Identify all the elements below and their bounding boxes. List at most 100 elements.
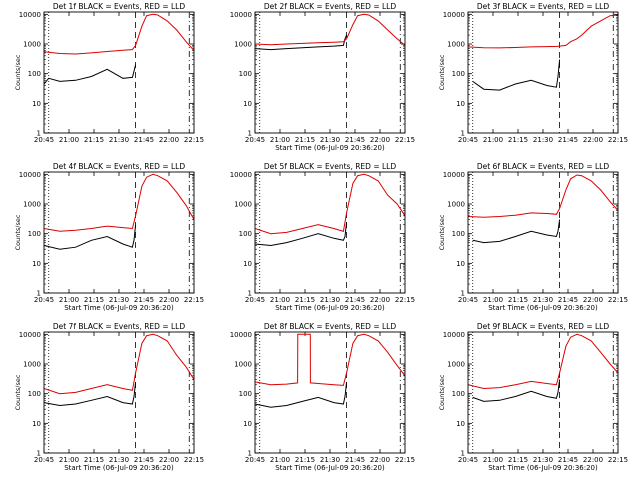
detector-panel: Det 7f BLACK = Events, RED = LLD 1 10 100 10…: [14, 322, 204, 472]
x-tick-label: 22:00: [583, 136, 603, 144]
y-axis-label: Counts/sec: [14, 374, 22, 410]
panel-title: Det 7f BLACK = Events, RED = LLD: [53, 322, 186, 331]
x-tick-label: 20:45: [34, 296, 54, 304]
x-tick-label: 20:45: [458, 296, 478, 304]
series-events-line: [255, 221, 348, 247]
y-tick-label: 10: [32, 420, 41, 428]
y-tick-label: 10000: [19, 171, 41, 179]
x-tick-label: 21:00: [270, 136, 290, 144]
panel-title: Det 3f BLACK = Events, RED = LLD: [477, 2, 610, 11]
panel-data: [468, 172, 618, 293]
y-tick-label: 100: [239, 70, 252, 78]
series-lld-line: [468, 14, 618, 49]
x-tick-label: 21:30: [533, 296, 553, 304]
y-tick-label: 1000: [447, 201, 465, 209]
x-tick-label: 21:30: [533, 456, 553, 464]
y-tick-label: 10: [243, 100, 252, 108]
x-tick-label: 21:45: [345, 136, 365, 144]
y-tick-label: 1: [461, 290, 465, 298]
y-tick-label: 1000: [234, 201, 252, 209]
x-tick-label: 20:45: [458, 456, 478, 464]
x-tick-label: 21:30: [320, 296, 340, 304]
detector-panel: Det 1f BLACK = Events, RED = LLD 1 10 100 10…: [14, 2, 204, 144]
x-tick-label: 21:15: [84, 136, 104, 144]
x-tick-label: 21:45: [558, 456, 578, 464]
plot-frame: [254, 171, 406, 294]
plot-frame: [467, 11, 619, 134]
panel-data: [255, 332, 405, 453]
y-tick-label: 100: [239, 390, 252, 398]
series-events-line: [472, 59, 561, 91]
detector-panel: Det 2f BLACK = Events, RED = LLD 1 10 100 10…: [230, 2, 415, 152]
y-tick-label: 10: [456, 260, 465, 268]
x-tick-label: 21:30: [109, 456, 129, 464]
y-tick-label: 10: [243, 260, 252, 268]
series-events-line: [44, 64, 137, 85]
x-axis-label: Start Time (06-Jul-09 20:36:20): [64, 464, 174, 472]
x-tick-label: 21:15: [295, 136, 315, 144]
x-tick-label: 22:00: [159, 296, 179, 304]
x-tick-label: 22:15: [184, 456, 204, 464]
y-tick-label: 1: [461, 450, 465, 458]
x-tick-label: 22:15: [395, 456, 415, 464]
y-tick-label: 100: [452, 390, 465, 398]
x-tick-label: 21:00: [59, 456, 79, 464]
panel-data: [44, 332, 194, 453]
x-tick-label: 21:15: [508, 456, 528, 464]
x-tick-label: 22:15: [395, 136, 415, 144]
panel-data: [468, 332, 618, 453]
series-lld-line: [255, 333, 405, 386]
y-tick-label: 10000: [443, 331, 465, 339]
y-tick-label: 1000: [447, 41, 465, 49]
x-tick-label: 21:45: [134, 136, 154, 144]
detector-panel: Det 5f BLACK = Events, RED = LLD 1 10 100 10…: [230, 162, 415, 312]
x-tick-label: 21:45: [345, 296, 365, 304]
y-tick-label: 1000: [234, 41, 252, 49]
y-tick-label: 100: [452, 230, 465, 238]
panel-data: [255, 12, 405, 133]
x-axis-label: Start Time (06-Jul-09 20:36:20): [275, 464, 385, 472]
x-tick-label: 20:45: [458, 136, 478, 144]
y-tick-label: 10000: [19, 331, 41, 339]
series-events-line: [472, 379, 561, 402]
x-tick-label: 22:00: [370, 136, 390, 144]
y-tick-label: 1000: [23, 201, 41, 209]
x-tick-label: 22:15: [608, 136, 628, 144]
x-tick-label: 20:45: [245, 296, 265, 304]
x-tick-label: 20:45: [245, 456, 265, 464]
panel-data: [468, 12, 618, 133]
detector-panel: Det 6f BLACK = Events, RED = LLD 1 10 100 10…: [438, 162, 628, 312]
y-tick-label: 1: [37, 130, 41, 138]
y-tick-label: 10000: [443, 171, 465, 179]
panel-title: Det 6f BLACK = Events, RED = LLD: [477, 162, 610, 171]
x-tick-label: 21:15: [508, 296, 528, 304]
x-tick-label: 21:45: [558, 136, 578, 144]
detector-panel: Det 4f BLACK = Events, RED = LLD 1 10 100 10…: [14, 162, 204, 312]
series-events-line: [472, 219, 561, 244]
plot-frame: [467, 331, 619, 454]
y-tick-label: 1000: [23, 41, 41, 49]
x-tick-label: 22:00: [370, 456, 390, 464]
y-tick-label: 10: [243, 420, 252, 428]
y-tick-label: 10000: [230, 331, 252, 339]
x-tick-label: 20:45: [34, 136, 54, 144]
x-tick-label: 21:30: [109, 136, 129, 144]
x-tick-label: 22:00: [370, 296, 390, 304]
detector-panel: Det 9f BLACK = Events, RED = LLD 1 10 100 10…: [438, 322, 628, 472]
y-tick-label: 1000: [23, 361, 41, 369]
x-tick-label: 21:00: [483, 456, 503, 464]
plot-frame: [254, 11, 406, 134]
x-tick-label: 21:30: [109, 296, 129, 304]
y-tick-label: 10: [456, 420, 465, 428]
y-tick-label: 1: [461, 130, 465, 138]
x-tick-label: 22:15: [184, 136, 204, 144]
y-tick-label: 100: [28, 70, 41, 78]
y-axis-label: Counts/sec: [14, 214, 22, 250]
x-axis-label: Start Time (06-Jul-09 20:36:20): [275, 144, 385, 152]
series-events-line: [44, 381, 137, 407]
y-tick-label: 100: [28, 390, 41, 398]
x-tick-label: 21:15: [508, 136, 528, 144]
panel-title: Det 2f BLACK = Events, RED = LLD: [264, 2, 397, 11]
